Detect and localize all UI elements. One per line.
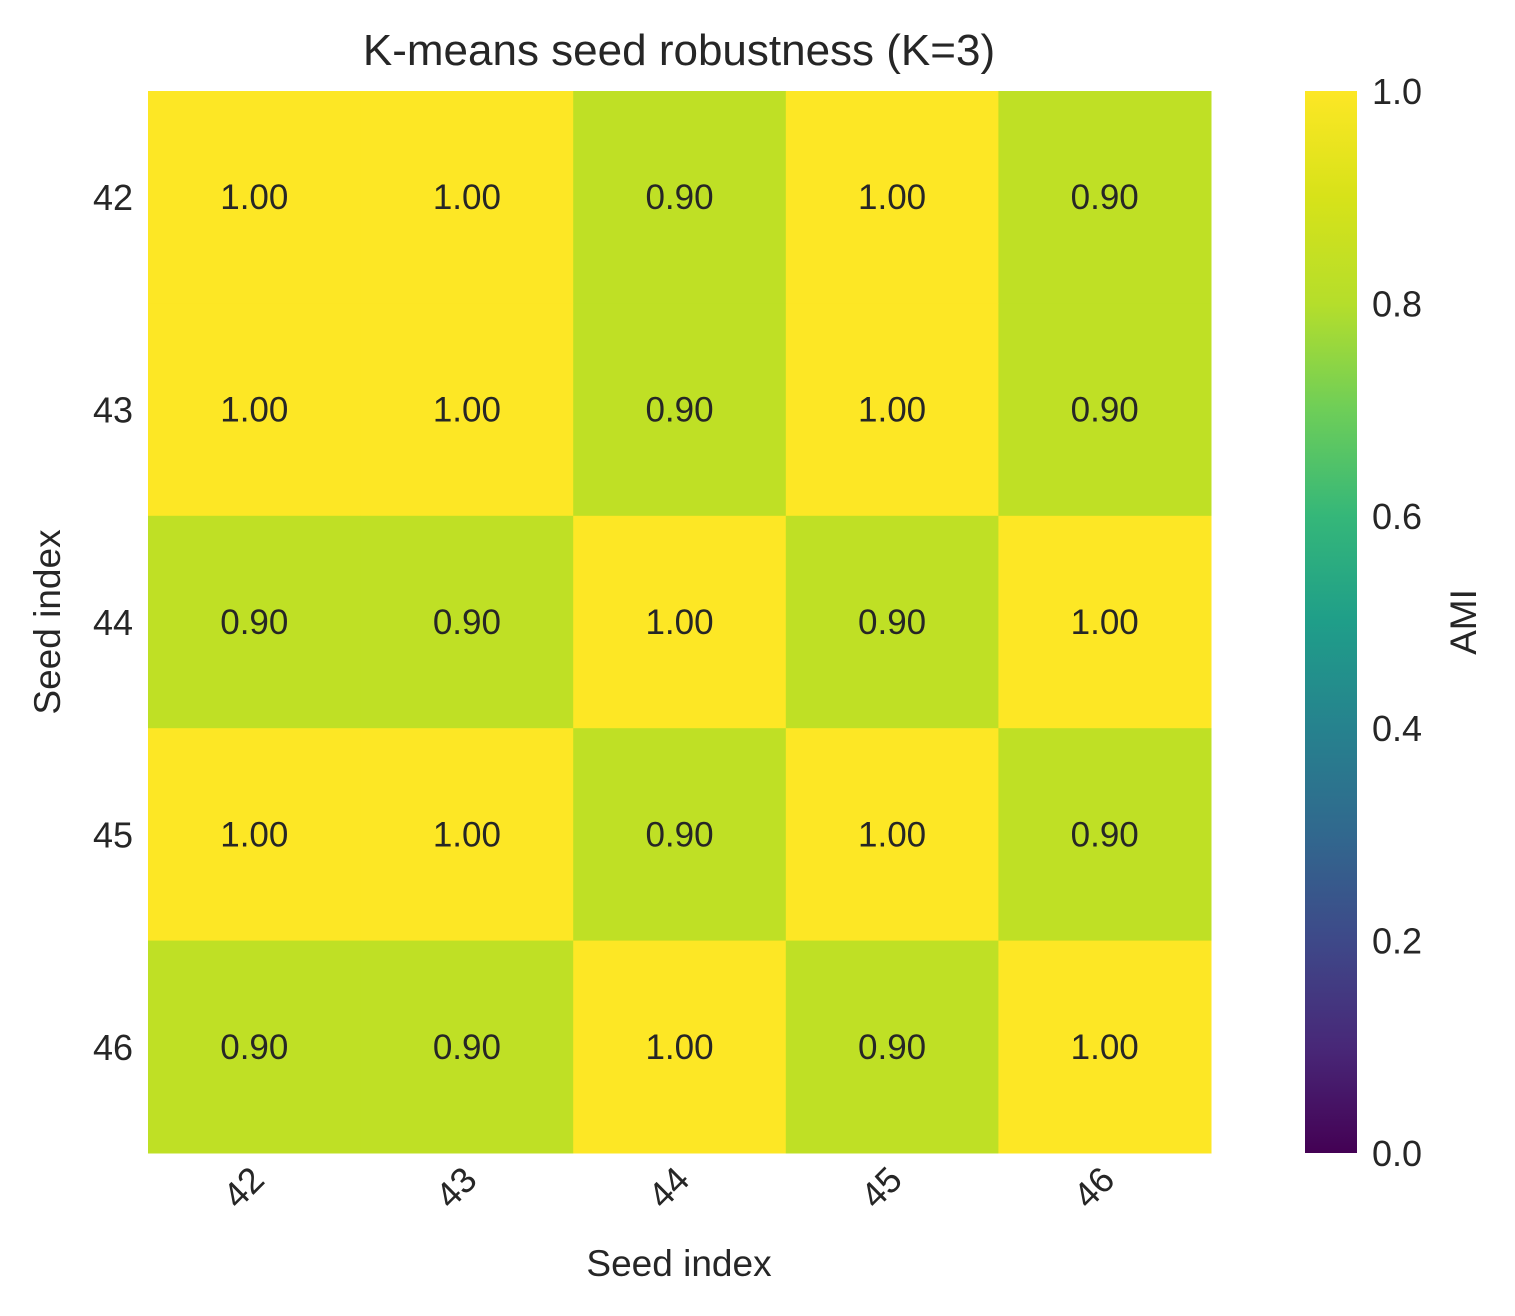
y-tick-label-43: 43 bbox=[93, 390, 133, 431]
cell-value-label-r3-c0: 1.00 bbox=[220, 815, 288, 854]
heatmap-cell-r3-c4 bbox=[998, 728, 1212, 942]
cell-value-label-r2-c4: 1.00 bbox=[1071, 603, 1139, 642]
cell-value-label-r0-c3: 1.00 bbox=[858, 178, 926, 217]
cell-value-label-r0-c4: 0.90 bbox=[1071, 178, 1139, 217]
colorbar-tick-label-0.2: 0.2 bbox=[1372, 921, 1422, 962]
cell-value-label-r2-c2: 1.00 bbox=[645, 603, 713, 642]
colorbar-tick-label-0.0: 0.0 bbox=[1372, 1133, 1422, 1174]
x-tick-label-43: 43 bbox=[427, 1159, 484, 1216]
heatmap-cell-r0-c2 bbox=[573, 91, 787, 304]
y-axis-label: Seed index bbox=[27, 529, 68, 715]
cell-value-label-r3-c3: 1.00 bbox=[858, 815, 926, 854]
heatmap-cell-r2-c2 bbox=[573, 515, 787, 729]
colorbar-tick-label-0.8: 0.8 bbox=[1372, 283, 1422, 324]
x-axis-ticks: 42 43 44 45 46 bbox=[215, 1159, 1123, 1216]
cell-value-label-r0-c0: 1.00 bbox=[220, 178, 288, 217]
heatmap-cell-r4-c1 bbox=[360, 940, 574, 1154]
heatmap-cell-r2-c3 bbox=[785, 515, 999, 729]
cell-value-label-r4-c1: 0.90 bbox=[433, 1028, 501, 1067]
cell-value-label-r3-c2: 0.90 bbox=[645, 815, 713, 854]
cell-value-label-r1-c1: 1.00 bbox=[433, 391, 501, 430]
y-tick-label-44: 44 bbox=[93, 602, 133, 643]
heatmap-cell-r4-c3 bbox=[785, 940, 999, 1154]
heatmap-cell-r1-c2 bbox=[573, 303, 787, 517]
heatmap-cell-r0-c4 bbox=[998, 91, 1212, 304]
x-tick-label-45: 45 bbox=[852, 1159, 909, 1216]
heatmap-cell-r4-c2 bbox=[573, 940, 787, 1154]
cell-value-label-r2-c0: 0.90 bbox=[220, 603, 288, 642]
heatmap-cell-r0-c3 bbox=[785, 91, 999, 304]
heatmap-cell-r4-c4 bbox=[998, 940, 1212, 1154]
cell-value-label-r1-c4: 0.90 bbox=[1071, 391, 1139, 430]
chart-title: K-means seed robustness (K=3) bbox=[363, 26, 995, 75]
cell-value-label-r4-c4: 1.00 bbox=[1071, 1028, 1139, 1067]
colorbar-ticks: 0.0 0.2 0.4 0.6 0.8 1.0 bbox=[1372, 71, 1422, 1174]
heatmap-cell-r3-c2 bbox=[573, 728, 787, 942]
cell-value-label-r3-c1: 1.00 bbox=[433, 815, 501, 854]
colorbar bbox=[1305, 91, 1357, 1153]
heatmap-cells bbox=[148, 91, 1212, 1154]
cell-value-label-r4-c2: 1.00 bbox=[645, 1028, 713, 1067]
heatmap-cell-r3-c1 bbox=[360, 728, 574, 942]
heatmap-cell-r1-c4 bbox=[998, 303, 1212, 517]
cell-value-label-r0-c2: 0.90 bbox=[645, 178, 713, 217]
y-tick-label-45: 45 bbox=[93, 814, 133, 855]
heatmap-cell-r3-c0 bbox=[148, 728, 362, 942]
x-tick-label-44: 44 bbox=[640, 1159, 697, 1216]
heatmap-cell-r1-c1 bbox=[360, 303, 574, 517]
heatmap-cell-labels: 1.00 1.00 0.90 1.00 0.90 1.00 1.00 0.90 1.00 0.90… bbox=[220, 178, 1139, 1067]
cell-value-label-r4-c0: 0.90 bbox=[220, 1028, 288, 1067]
cell-value-label-r2-c1: 0.90 bbox=[433, 603, 501, 642]
heatmap-cell-r0-c0 bbox=[148, 91, 362, 304]
heatmap-cell-r0-c1 bbox=[360, 91, 574, 304]
heatmap-cell-r1-c0 bbox=[148, 303, 362, 517]
heatmap-cell-r3-c3 bbox=[785, 728, 999, 942]
cell-value-label-r1-c2: 0.90 bbox=[645, 391, 713, 430]
cell-value-label-r1-c3: 1.00 bbox=[858, 391, 926, 430]
heatmap-cell-r2-c4 bbox=[998, 515, 1212, 729]
colorbar-tick-label-0.6: 0.6 bbox=[1372, 496, 1422, 537]
x-tick-label-46: 46 bbox=[1065, 1159, 1122, 1216]
heatmap-cell-r2-c1 bbox=[360, 515, 574, 729]
cell-value-label-r2-c3: 0.90 bbox=[858, 603, 926, 642]
heatmap-cell-r4-c0 bbox=[148, 940, 362, 1154]
heatmap-cell-r2-c0 bbox=[148, 515, 362, 729]
y-axis-ticks: 42 43 44 45 46 bbox=[93, 177, 133, 1068]
y-tick-label-42: 42 bbox=[93, 177, 133, 218]
x-tick-label-42: 42 bbox=[215, 1159, 272, 1216]
cell-value-label-r0-c1: 1.00 bbox=[433, 178, 501, 217]
cell-value-label-r3-c4: 0.90 bbox=[1071, 815, 1139, 854]
cell-value-label-r1-c0: 1.00 bbox=[220, 391, 288, 430]
colorbar-label: AMI bbox=[1443, 589, 1484, 655]
x-axis-label: Seed index bbox=[586, 1243, 772, 1284]
y-tick-label-46: 46 bbox=[93, 1027, 133, 1068]
colorbar-tick-label-1.0: 1.0 bbox=[1372, 71, 1422, 112]
cell-value-label-r4-c3: 0.90 bbox=[858, 1028, 926, 1067]
heatmap-cell-r1-c3 bbox=[785, 303, 999, 517]
colorbar-tick-label-0.4: 0.4 bbox=[1372, 708, 1422, 749]
